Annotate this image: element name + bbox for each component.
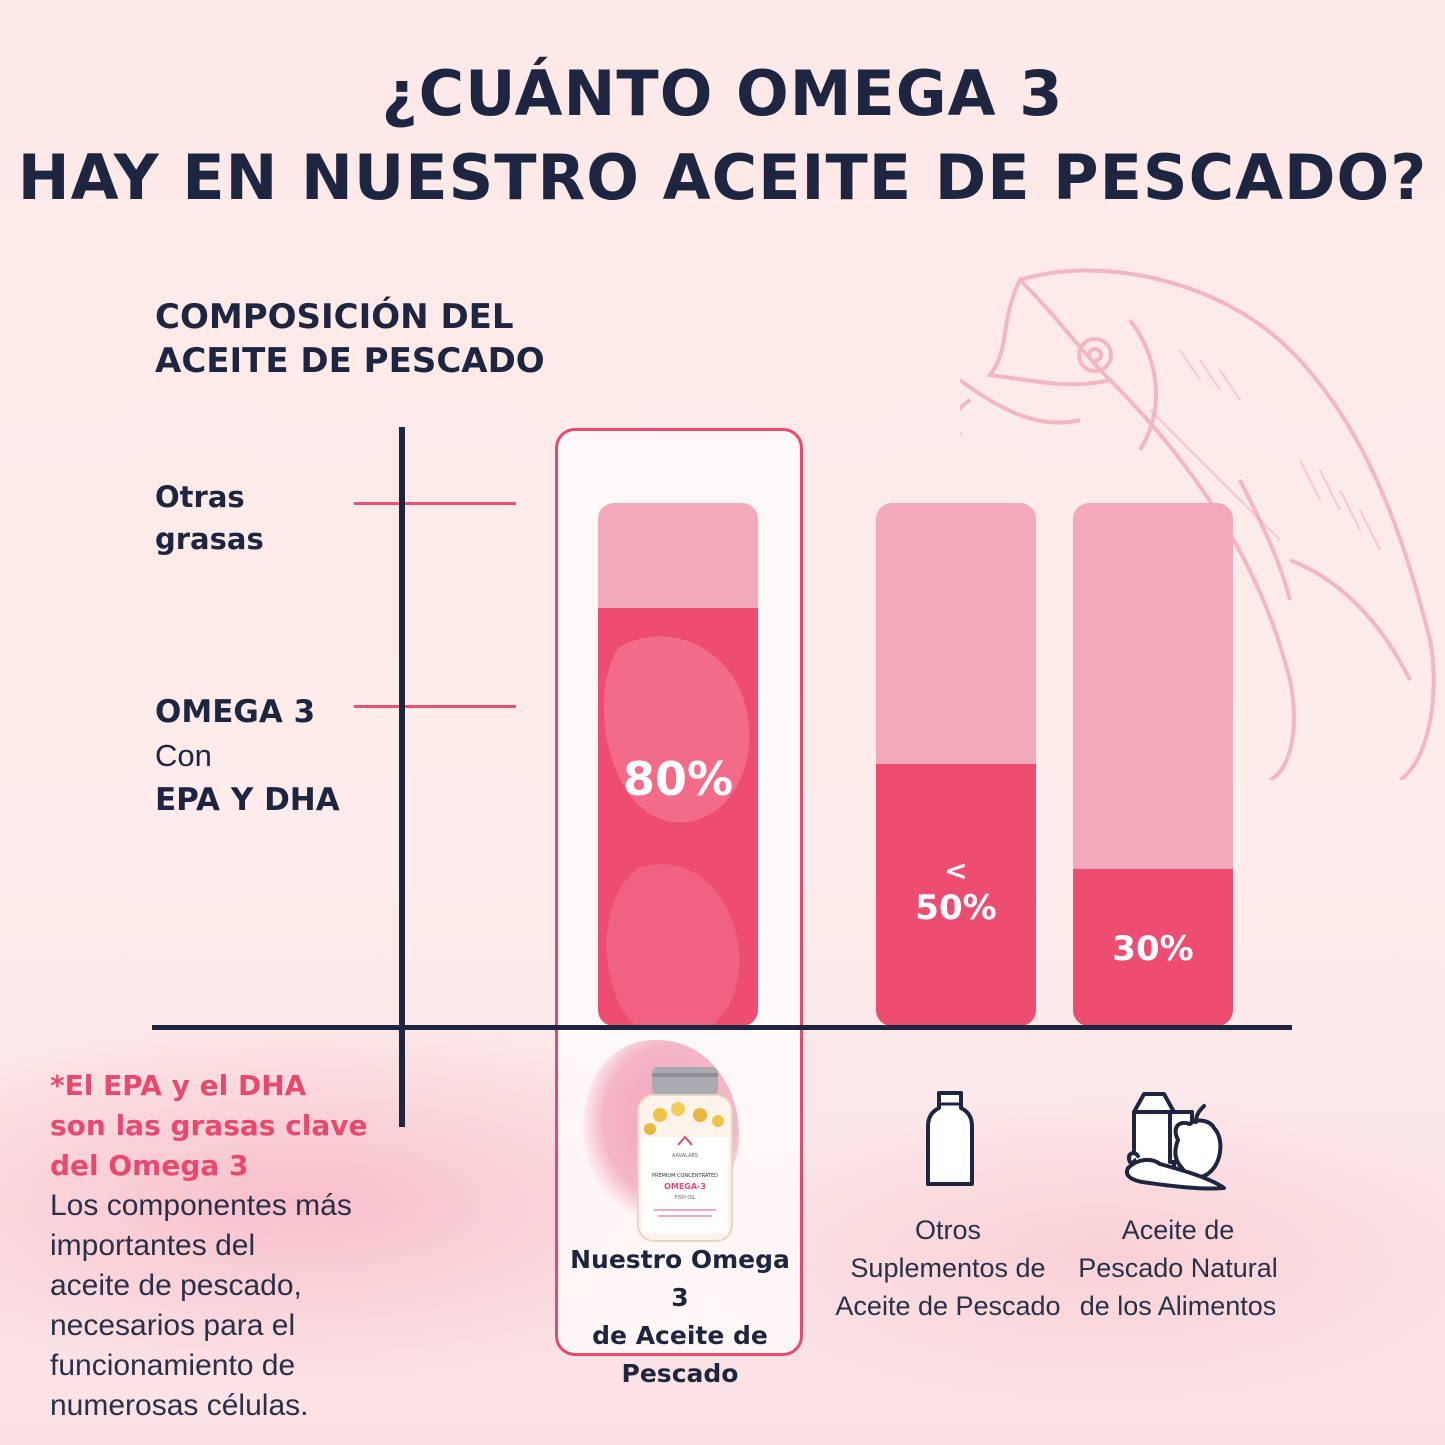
y-tick-omega3	[354, 705, 516, 708]
bar-fill-our-omega3	[598, 608, 758, 1026]
footnote-emphasis-line: son las grasas clave	[50, 1109, 368, 1142]
bar-our-omega3: 80%	[598, 503, 758, 1026]
fish-illustration	[960, 268, 1436, 780]
y-axis-line	[399, 427, 405, 1127]
category-line: de Aceite de	[592, 1321, 768, 1350]
bar-value-label: 30%	[1112, 928, 1194, 969]
bottle-sub-text: PREMIUM CONCENTRATED	[652, 1173, 718, 1179]
chart-subtitle: COMPOSICIÓN DEL ACEITE DE PESCADO	[155, 295, 635, 383]
subtitle-line-1: COMPOSICIÓN DEL	[155, 297, 514, 337]
category-line: Aceite de	[1121, 1215, 1235, 1245]
bottle-type-text: FISH OIL	[674, 1195, 695, 1201]
bar-fill-natural-food-oil	[1073, 869, 1233, 1026]
category-label-natural-food-oil: Aceite de Pescado Natural de los Aliment…	[1060, 1211, 1296, 1325]
footnote-body-line: aceite de pescado,	[50, 1269, 302, 1302]
footnote: *El EPA y el DHA son las grasas clave de…	[50, 1066, 430, 1426]
bar-natural-food-oil: 30%	[1073, 503, 1233, 1026]
bottle-name-text: OMEGA-3	[664, 1182, 706, 1191]
subtitle-line-2: ACEITE DE PESCADO	[155, 341, 545, 381]
footnote-body-line: Los componentes más	[50, 1189, 352, 1222]
footnote-emphasis-line: del Omega 3	[50, 1149, 249, 1182]
bar-fill-other-supplements	[876, 764, 1036, 1026]
category-line: Pescado Natural	[1078, 1253, 1278, 1283]
bar-value-label: 80%	[622, 752, 734, 807]
y-label-omega-bold: OMEGA 3	[155, 694, 316, 730]
bar-value-label: 50%	[915, 887, 997, 928]
y-label-omega-con: Con	[155, 738, 212, 773]
page-title: ¿CUÁNTO OMEGA 3 HAY EN NUESTRO ACEITE DE…	[0, 52, 1445, 220]
y-label-omega-epa: EPA Y DHA	[155, 782, 340, 818]
category-line: Aceite de Pescado	[835, 1291, 1061, 1321]
category-label-our-product: Nuestro Omega 3 de Aceite de Pescado	[560, 1241, 800, 1393]
product-bottle-image: AAVALABS PREMIUM CONCENTRATED OMEGA-3 FI…	[637, 1067, 733, 1242]
footnote-body-line: necesarios para el	[50, 1309, 296, 1342]
category-line: Pescado	[621, 1359, 739, 1388]
bar-watercolor-texture	[603, 636, 750, 1026]
bar-other-supplements: < 50%	[876, 503, 1036, 1026]
food-basket-icon	[1125, 1092, 1226, 1191]
bar-value-prefix: <	[944, 853, 968, 887]
footnote-body-line: importantes del	[50, 1229, 256, 1262]
category-line: Otros	[914, 1215, 981, 1245]
category-line: Nuestro Omega 3	[570, 1245, 790, 1312]
category-line: de los Alimentos	[1079, 1291, 1277, 1321]
y-label-other-line-1: Otras	[155, 480, 245, 514]
y-label-omega3: OMEGA 3 Con EPA Y DHA	[155, 690, 395, 822]
bottle-brand-text: AAVALABS	[672, 1153, 698, 1159]
y-label-other-line-2: grasas	[155, 522, 264, 556]
category-label-other-supplements: Otros Suplementos de Aceite de Pescado	[830, 1211, 1066, 1325]
x-axis-line	[152, 1025, 1292, 1030]
footnote-emphasis-line: *El EPA y el DHA	[50, 1069, 307, 1102]
footnote-body-line: funcionamiento de	[50, 1349, 296, 1382]
footnote-body-line: numerosas células.	[50, 1389, 309, 1422]
bottle-icon	[926, 1091, 974, 1186]
title-line-2: HAY EN NUESTRO ACEITE DE PESCADO?	[17, 141, 1428, 214]
y-tick-other-fats	[354, 502, 516, 505]
title-line-1: ¿CUÁNTO OMEGA 3	[381, 57, 1064, 130]
category-line: Suplementos de	[850, 1253, 1046, 1283]
y-label-other-fats: Otras grasas	[155, 476, 355, 560]
